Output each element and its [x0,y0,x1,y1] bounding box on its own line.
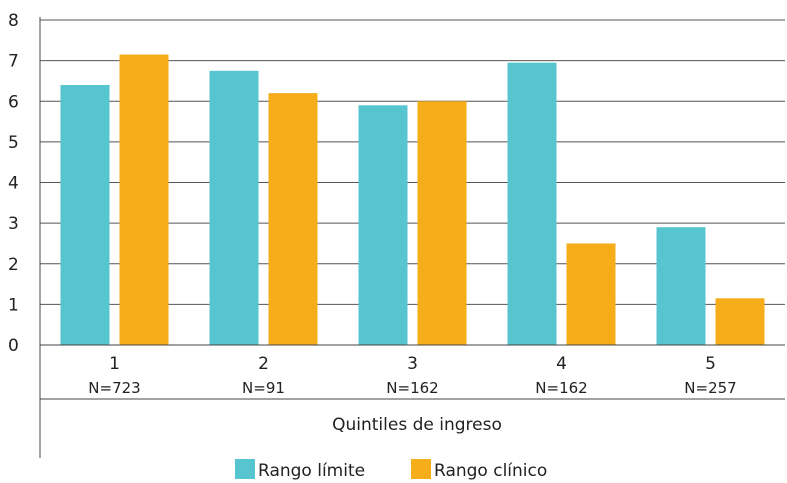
x-tick-label: 4 [556,354,567,374]
x-tick-labels: 1 2 3 4 5 [109,354,716,374]
sample-size-label: N=257 [684,379,736,397]
y-tick-label: 4 [8,174,19,194]
bar-rango-limite-3 [358,105,408,345]
bar-rango-limite-5 [656,227,706,345]
legend: Rango límite Rango clínico [235,459,547,481]
legend-label: Rango clínico [434,461,547,481]
y-tick-label: 0 [8,336,19,356]
sample-size-label: N=162 [535,379,587,397]
bar-rango-limite-4 [507,62,557,345]
sample-size-label: N=91 [242,379,285,397]
bars [60,54,765,345]
y-tick-label: 3 [8,214,19,234]
bar-rango-limite-1 [60,85,110,345]
y-tick-label: 8 [8,11,19,31]
x-tick-label: 1 [109,354,120,374]
y-tick-labels: 0 1 2 3 4 5 6 7 8 [8,11,19,356]
bar-rango-clinico-3 [417,101,467,345]
x-axis-title: Quintiles de ingreso [332,415,502,435]
bar-rango-limite-2 [209,70,259,345]
y-tick-label: 2 [8,255,19,275]
x-tick-label: 5 [705,354,716,374]
sample-size-label: N=162 [386,379,438,397]
y-tick-label: 5 [8,133,19,153]
bar-rango-clinico-2 [268,93,318,345]
bar-rango-clinico-4 [566,243,616,345]
bar-rango-clinico-5 [715,298,765,345]
y-tick-label: 1 [8,295,19,315]
y-tick-label: 6 [8,92,19,112]
legend-swatch [235,459,255,479]
sample-size-label: N=723 [88,379,140,397]
sample-size-labels: N=723 N=91 N=162 N=162 N=257 [88,379,736,397]
bar-rango-clinico-1 [119,54,169,345]
legend-swatch [411,459,431,479]
x-tick-label: 3 [407,354,418,374]
legend-label: Rango límite [258,461,365,481]
y-tick-label: 7 [8,52,19,72]
x-tick-label: 2 [258,354,269,374]
